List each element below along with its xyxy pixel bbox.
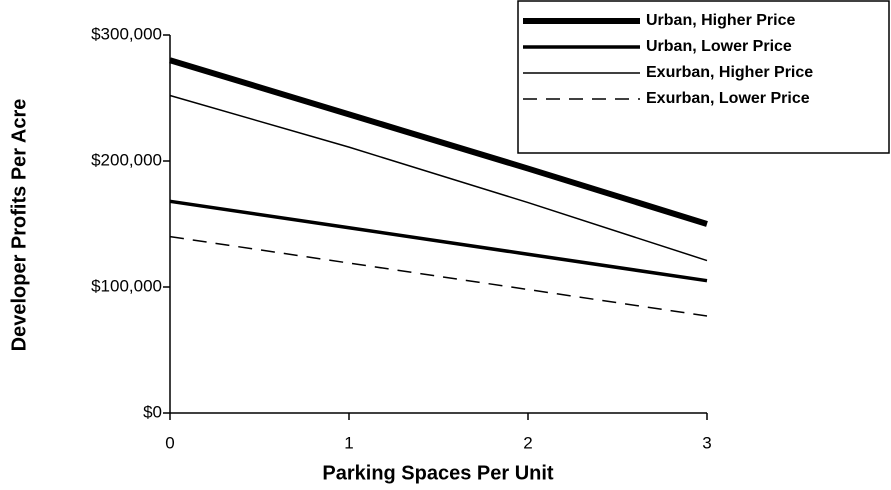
series-line <box>169 57 708 227</box>
legend-label: Urban, Higher Price <box>646 12 795 29</box>
y-tick-label: $100,000 <box>91 276 162 295</box>
series-line <box>169 199 708 283</box>
x-tick-label: 0 <box>165 433 174 452</box>
y-axis-title: Developer Profits Per Acre <box>8 99 30 352</box>
x-tick-label: 3 <box>702 433 711 452</box>
y-tick-label: $300,000 <box>91 24 162 43</box>
series-line <box>169 94 708 262</box>
series-line <box>169 235 708 317</box>
x-tick-label: 2 <box>523 433 532 452</box>
y-tick-label: $200,000 <box>91 150 162 169</box>
legend-label: Urban, Lower Price <box>646 38 792 55</box>
x-tick-label: 1 <box>344 433 353 452</box>
legend-label: Exurban, Higher Price <box>646 64 813 81</box>
x-axis-title: Parking Spaces Per Unit <box>322 462 554 484</box>
y-tick-label: $0 <box>143 402 162 421</box>
legend-label: Exurban, Lower Price <box>646 90 810 107</box>
legend-box <box>517 0 890 154</box>
